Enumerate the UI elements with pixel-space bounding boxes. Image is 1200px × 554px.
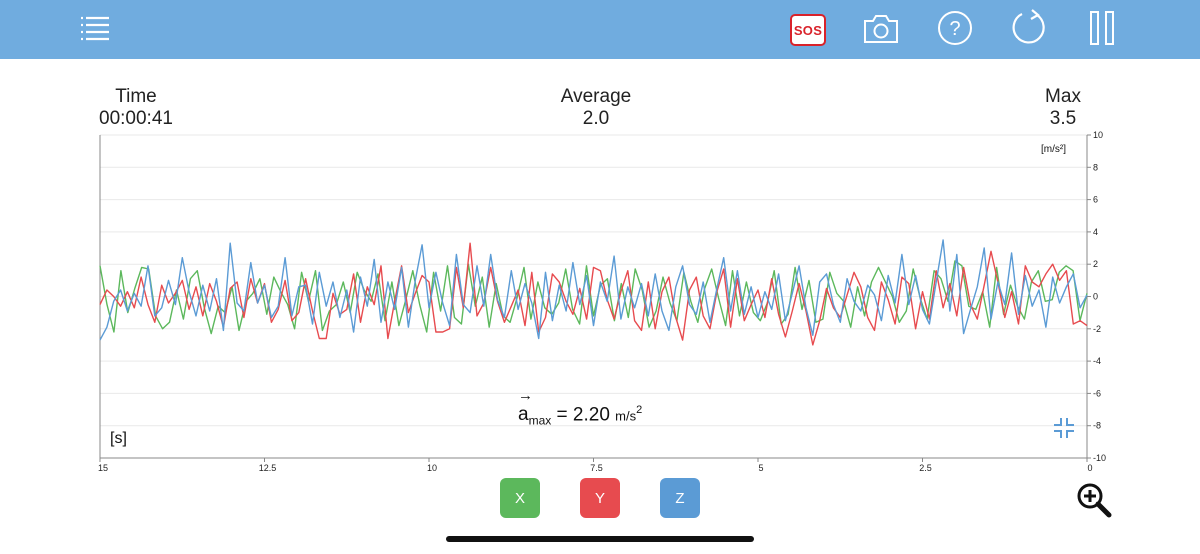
amax-unit-power: 2	[636, 404, 643, 416]
menu-button[interactable]	[78, 10, 112, 50]
amax-subscript: max	[528, 413, 552, 428]
x-tick-label: 0	[1087, 463, 1092, 473]
y-tick-label: -2	[1093, 324, 1101, 334]
axis-y-button[interactable]: Y	[580, 478, 620, 518]
time-value: 00:00:41	[99, 108, 173, 129]
series-line-x	[99, 260, 1088, 335]
restart-button[interactable]	[1009, 8, 1049, 52]
amax-unit: m/s	[615, 408, 637, 424]
x-tick-label: 7.5	[590, 463, 603, 473]
series-line-y	[99, 242, 1088, 346]
x-tick-label: 12.5	[259, 463, 277, 473]
vector-arrow-icon: →	[518, 387, 533, 405]
pause-icon	[1089, 10, 1115, 51]
zoom-in-icon	[1074, 483, 1114, 524]
camera-icon	[863, 12, 899, 49]
axis-z-button[interactable]: Z	[660, 478, 700, 518]
x-axis-unit-label: [s]	[110, 430, 127, 447]
amax-letter: a	[518, 404, 529, 426]
y-tick-label: 6	[1093, 195, 1098, 205]
y-tick-label: -4	[1093, 356, 1101, 366]
y-axis-unit-label: [m/s²]	[1041, 144, 1066, 155]
y-tick-label: 8	[1093, 162, 1098, 172]
amax-readout: → amax = 2.20 m/s2	[518, 387, 643, 428]
y-tick-label: 2	[1093, 259, 1098, 269]
help-circle-icon: ?	[937, 10, 973, 51]
max-value: 3.5	[1049, 108, 1077, 129]
y-tick-label: 4	[1093, 227, 1098, 237]
sos-label: SOS	[790, 14, 826, 46]
axis-x-button[interactable]: X	[500, 478, 540, 518]
help-button[interactable]: ?	[935, 10, 975, 50]
amax-value: = 2.20	[556, 404, 610, 426]
svg-text:?: ?	[949, 18, 960, 40]
pause-button[interactable]	[1087, 10, 1117, 50]
y-tick-label: 10	[1093, 130, 1103, 140]
max-label: Max	[1045, 86, 1081, 107]
y-tick-label: -8	[1093, 421, 1101, 431]
top-toolbar: SOS ?	[0, 0, 1200, 59]
average-stat: Average 2.0	[546, 86, 646, 130]
list-icon	[79, 15, 111, 46]
collapse-icon	[1052, 418, 1076, 444]
screenshot-button[interactable]	[862, 10, 900, 50]
y-tick-label: 0	[1093, 292, 1098, 302]
sos-button[interactable]: SOS	[789, 10, 827, 50]
zoom-button[interactable]	[1074, 480, 1114, 520]
amax-symbol: → a	[518, 387, 533, 426]
x-tick-label: 5	[758, 463, 763, 473]
y-tick-label: -10	[1093, 453, 1106, 463]
average-label: Average	[560, 86, 632, 107]
series-line-z	[99, 239, 1088, 341]
x-tick-label: 15	[98, 463, 108, 473]
y-tick-label: -6	[1093, 388, 1101, 398]
home-indicator[interactable]	[446, 536, 754, 542]
x-tick-label: 2.5	[919, 463, 932, 473]
collapse-button[interactable]	[1052, 416, 1076, 440]
time-label: Time	[115, 86, 157, 107]
refresh-icon	[1010, 8, 1048, 52]
max-stat: Max 3.5	[1023, 86, 1103, 130]
average-value: 2.0	[582, 108, 610, 129]
time-stat: Time 00:00:41	[86, 86, 186, 130]
x-tick-label: 10	[427, 463, 437, 473]
